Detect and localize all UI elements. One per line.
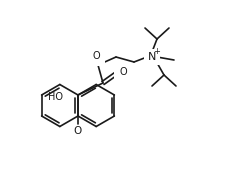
Text: O: O (119, 67, 127, 77)
Text: HO: HO (48, 92, 63, 102)
Text: +: + (153, 48, 161, 56)
Text: O: O (74, 126, 82, 136)
Text: O: O (92, 51, 100, 61)
Text: N: N (148, 52, 156, 62)
